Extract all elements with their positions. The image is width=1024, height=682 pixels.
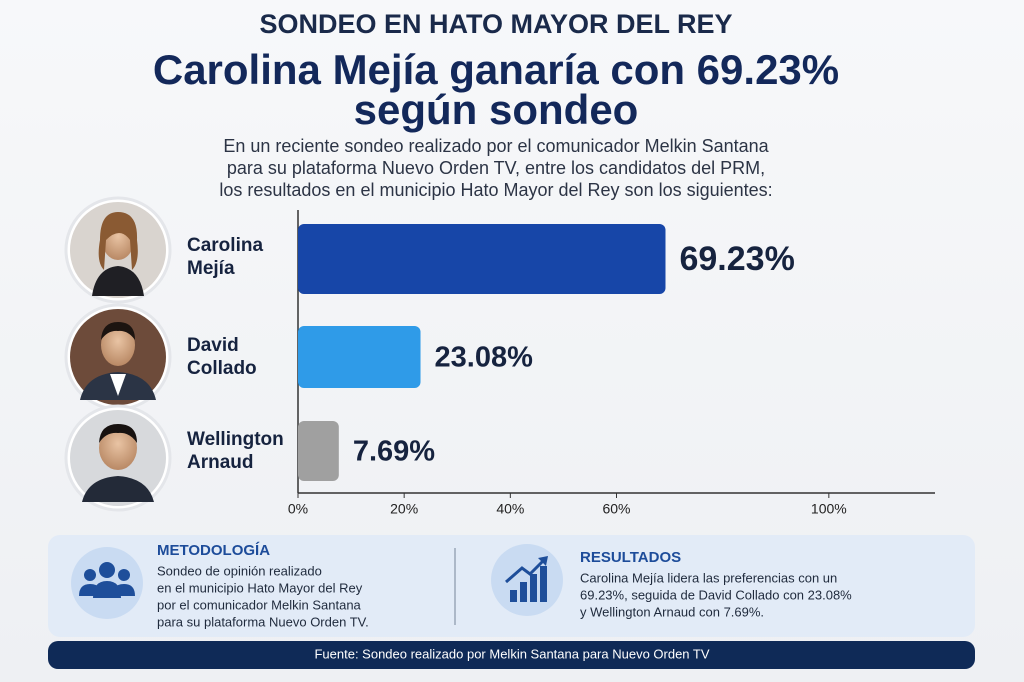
panel-text: 69.23%, seguida de David Collado con 23.… xyxy=(580,587,852,602)
growth-icon xyxy=(505,556,548,602)
bar xyxy=(298,326,421,388)
panel-text: para su plataforma Nuevo Orden TV. xyxy=(157,614,369,629)
value-label: 7.69% xyxy=(353,436,435,468)
x-tick-label: 20% xyxy=(390,501,418,517)
people-icon xyxy=(79,562,135,598)
value-label: 69.23% xyxy=(679,240,794,278)
bar xyxy=(298,421,339,481)
x-tick-label: 40% xyxy=(496,501,524,517)
footer-bar xyxy=(48,641,975,669)
intro: los resultados en el municipio Hato Mayo… xyxy=(219,180,772,200)
panel-text: Carolina Mejía lidera las preferencias c… xyxy=(580,570,837,585)
panel-title: METODOLOGÍA xyxy=(157,542,270,559)
panel-title: RESULTADOS xyxy=(580,549,681,566)
intro: para su plataforma Nuevo Orden TV, entre… xyxy=(227,158,765,178)
x-tick-label: 0% xyxy=(288,501,308,517)
headline: según sondeo xyxy=(354,86,639,133)
title: SONDEO EN HATO MAYOR DEL REY xyxy=(259,9,732,39)
footer: Fuente: Sondeo realizado por Melkin Sant… xyxy=(314,646,709,661)
category-label: Carolina Mejía xyxy=(187,235,264,279)
value-label: 23.08% xyxy=(435,342,534,374)
panel-text: Sondeo de opinión realizado xyxy=(157,563,322,578)
x-tick-label: 100% xyxy=(811,501,847,517)
panel-text: por el comunicador Melkin Santana xyxy=(157,597,362,612)
category-label: Wellington Arnaud xyxy=(187,429,284,473)
panel-text: y Wellington Arnaud con 7.69%. xyxy=(580,604,764,619)
bar xyxy=(298,224,666,294)
category-label: David Collado xyxy=(187,335,257,379)
x-tick-label: 60% xyxy=(602,501,630,517)
panel-text: en el municipio Hato Mayor del Rey xyxy=(157,580,363,595)
icon-bg xyxy=(491,544,563,616)
portraits xyxy=(64,196,172,512)
headline: Carolina Mejía ganaría con 69.23% xyxy=(153,46,839,93)
intro: En un reciente sondeo realizado por el c… xyxy=(223,136,769,156)
